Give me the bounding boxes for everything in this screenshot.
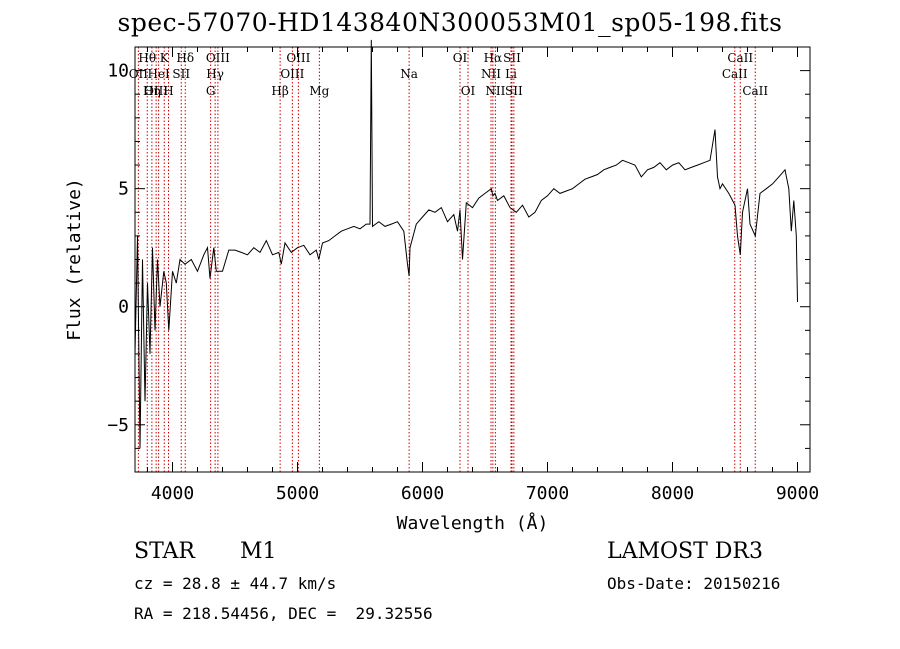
x-tick-label: 6000 xyxy=(401,483,444,504)
line-label: OI xyxy=(453,51,468,65)
line-label: Hγ xyxy=(206,67,224,81)
line-label: OII xyxy=(129,67,149,81)
chart-title: spec-57070-HD143840N300053M01_sp05-198.f… xyxy=(117,8,783,37)
line-label: Li xyxy=(505,67,517,81)
line-label: Hη xyxy=(143,84,161,98)
object-class: STAR xyxy=(134,539,195,564)
redshift-info: cz = 28.8 ± 44.7 km/s xyxy=(134,574,337,593)
line-label: OIII xyxy=(206,51,230,65)
y-tick-label: 10 xyxy=(107,61,129,82)
line-label: OIII xyxy=(286,51,310,65)
survey-name: LAMOST DR3 xyxy=(607,539,763,564)
spectrum-series-line xyxy=(134,39,798,449)
obs-date: Obs-Date: 20150216 xyxy=(607,574,781,593)
line-label: NII xyxy=(485,84,505,98)
line-label: CaII xyxy=(742,84,768,98)
line-label: Hα xyxy=(484,51,503,65)
x-axis-label: Wavelength (Å) xyxy=(397,512,549,534)
x-tick-label: 9000 xyxy=(776,483,819,504)
line-label: SII xyxy=(505,84,523,98)
line-label: HeI xyxy=(147,67,170,81)
line-label: CaII xyxy=(727,51,753,65)
x-tick-label: 4000 xyxy=(151,483,194,504)
line-label: SII xyxy=(172,67,190,81)
line-label: H xyxy=(163,84,173,98)
line-label: Hθ xyxy=(138,51,156,65)
line-label: Hδ xyxy=(176,51,194,65)
line-label: NII xyxy=(481,67,501,81)
line-label: OIII xyxy=(144,84,168,98)
y-tick-label: −5 xyxy=(107,415,129,436)
line-label: CaII xyxy=(722,67,748,81)
line-label: Hβ xyxy=(271,84,288,98)
line-label: Na xyxy=(400,67,418,81)
line-label: SII xyxy=(503,51,521,65)
line-label: K xyxy=(160,51,170,65)
line-label: OI xyxy=(461,84,476,98)
line-label: OIII xyxy=(280,67,304,81)
y-tick-label: 5 xyxy=(118,179,129,200)
x-tick-label: 7000 xyxy=(526,483,569,504)
coordinates: RA = 218.54456, DEC = 29.32556 xyxy=(134,604,433,623)
x-tick-label: 5000 xyxy=(276,483,319,504)
y-axis-label: Flux (relative) xyxy=(64,178,85,341)
x-tick-label: 8000 xyxy=(651,483,694,504)
line-label: Mg xyxy=(309,84,329,98)
plot-frame xyxy=(134,46,811,473)
y-tick-label: 0 xyxy=(118,297,129,318)
object-subclass: M1 xyxy=(240,539,277,564)
line-label: G xyxy=(206,84,216,98)
